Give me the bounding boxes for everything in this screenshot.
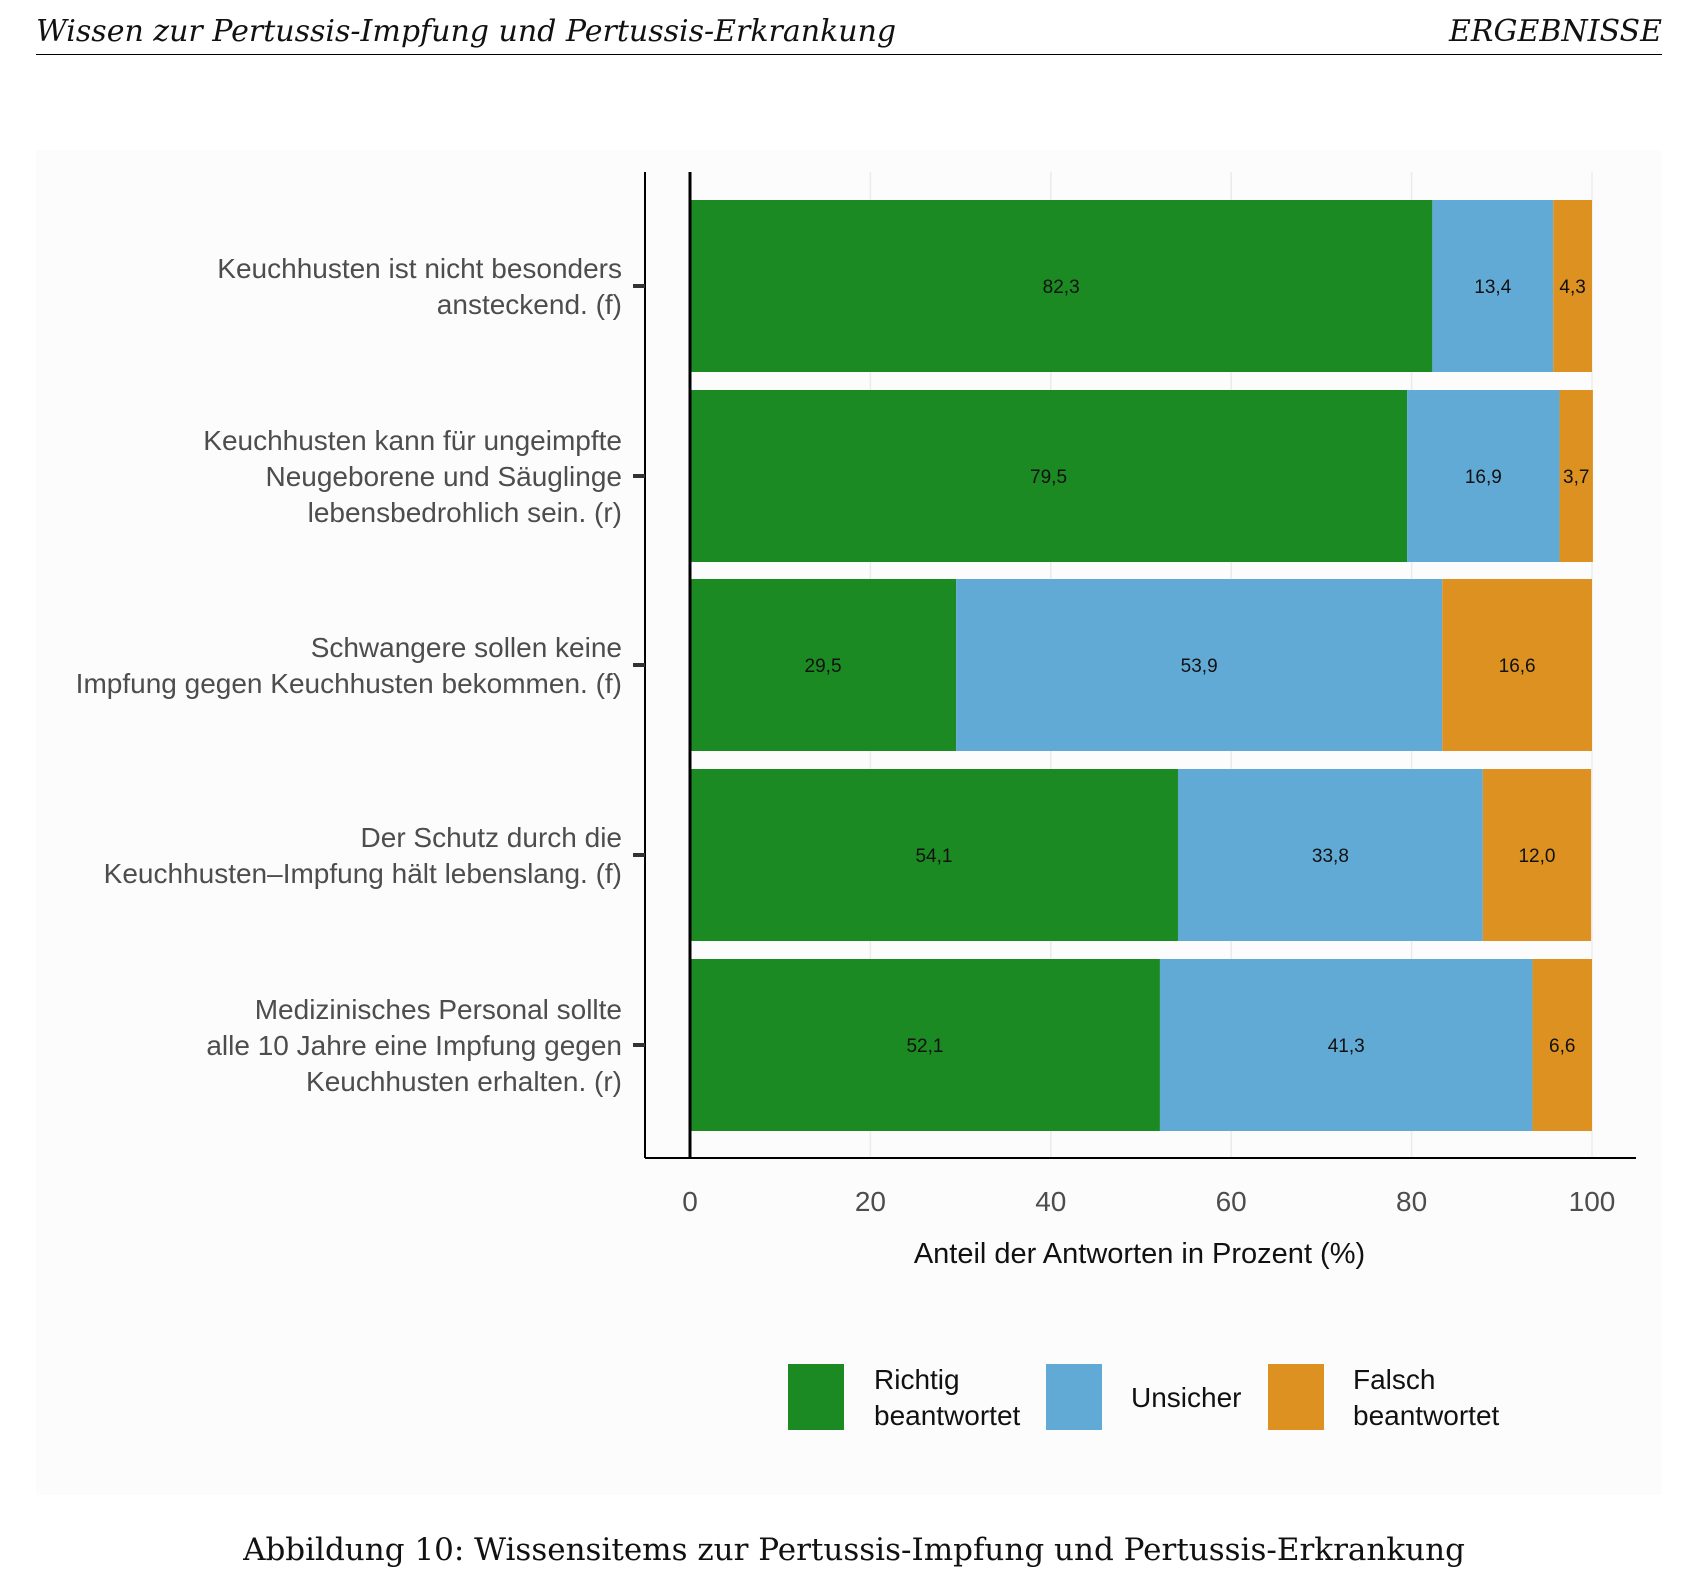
- category-label: Keuchhusten–Impfung hält lebenslang. (f): [104, 858, 622, 889]
- bar-segment: [690, 390, 1408, 562]
- category-label: Der Schutz durch die: [361, 822, 622, 853]
- figure-caption: Abbildung 10: Wissensitems zur Pertussis…: [243, 1532, 1465, 1568]
- header-section: ERGEBNISSE: [1449, 14, 1662, 49]
- running-header: Wissen zur Pertussis-Impfung und Pertuss…: [36, 10, 1662, 55]
- data-label: 29,5: [805, 656, 842, 677]
- bar-segment: [1559, 390, 1593, 562]
- stacked-bar-chart: 82,3 13,4 4,3 79,5 16,9 3,7 29,5 53,9 16,6 54,1 33…: [76, 172, 1636, 1431]
- data-label: 54,1: [915, 846, 952, 867]
- category-label: Keuchhusten kann für ungeimpfte: [203, 425, 622, 456]
- bar-segment: [956, 579, 1443, 751]
- data-label: 6,6: [1549, 1036, 1575, 1057]
- data-label: 41,3: [1328, 1036, 1365, 1057]
- data-label: 4,3: [1559, 277, 1585, 298]
- bar-segment: [690, 769, 1178, 941]
- data-label: 82,3: [1043, 277, 1080, 298]
- bar-segment: [690, 959, 1160, 1131]
- bar-segment: [1407, 390, 1560, 562]
- x-tick-label: 40: [1035, 1186, 1066, 1217]
- data-label: 33,8: [1312, 846, 1349, 867]
- category-label: Schwangere sollen keine: [311, 632, 622, 663]
- bar-segment: [1442, 579, 1592, 751]
- legend-swatch: [1268, 1364, 1324, 1430]
- legend-swatch: [1046, 1364, 1102, 1430]
- data-label: 79,5: [1030, 467, 1067, 488]
- bar-segment: [1553, 200, 1592, 372]
- category-label: Keuchhusten erhalten. (r): [306, 1066, 622, 1097]
- data-label: 13,4: [1474, 277, 1511, 298]
- legend-label: Falsch: [1353, 1364, 1435, 1395]
- x-tick-label: 100: [1569, 1186, 1616, 1217]
- legend-label: Unsicher: [1131, 1382, 1241, 1413]
- legend-label: Richtig: [874, 1364, 960, 1395]
- legend-label: beantwortet: [874, 1400, 1021, 1431]
- bar-segment: [1177, 769, 1483, 941]
- data-label: 53,9: [1181, 656, 1218, 677]
- header-title: Wissen zur Pertussis-Impfung und Pertuss…: [36, 14, 897, 49]
- legend-label: beantwortet: [1353, 1400, 1500, 1431]
- category-label: Medizinisches Personal sollte: [255, 994, 622, 1025]
- data-label: 16,6: [1499, 656, 1536, 677]
- category-label: lebensbedrohlich sein. (r): [308, 497, 622, 528]
- bar-segment: [690, 200, 1433, 372]
- category-label: alle 10 Jahre eine Impfung gegen: [206, 1030, 622, 1061]
- category-label: Impfung gegen Keuchhusten bekommen. (f): [76, 668, 622, 699]
- legend-swatch: [788, 1364, 844, 1430]
- category-label: ansteckend. (f): [437, 289, 622, 320]
- x-axis-title: Anteil der Antworten in Prozent (%): [914, 1238, 1365, 1270]
- category-label: Neugeborene und Säuglinge: [265, 461, 622, 492]
- bar-segment: [1532, 959, 1592, 1131]
- data-label: 12,0: [1518, 846, 1555, 867]
- category-label: Keuchhusten ist nicht besonders: [217, 253, 622, 284]
- x-tick-label: 60: [1216, 1186, 1247, 1217]
- x-tick-label: 20: [855, 1186, 886, 1217]
- bar-segment: [1159, 959, 1533, 1131]
- bar-segment: [1432, 200, 1554, 372]
- data-label: 16,9: [1465, 467, 1502, 488]
- x-tick-label: 0: [682, 1186, 698, 1217]
- x-tick-label: 80: [1396, 1186, 1427, 1217]
- data-label: 3,7: [1563, 467, 1589, 488]
- data-label: 52,1: [906, 1036, 943, 1057]
- bar-segment: [1482, 769, 1592, 941]
- bar-segment: [690, 579, 957, 751]
